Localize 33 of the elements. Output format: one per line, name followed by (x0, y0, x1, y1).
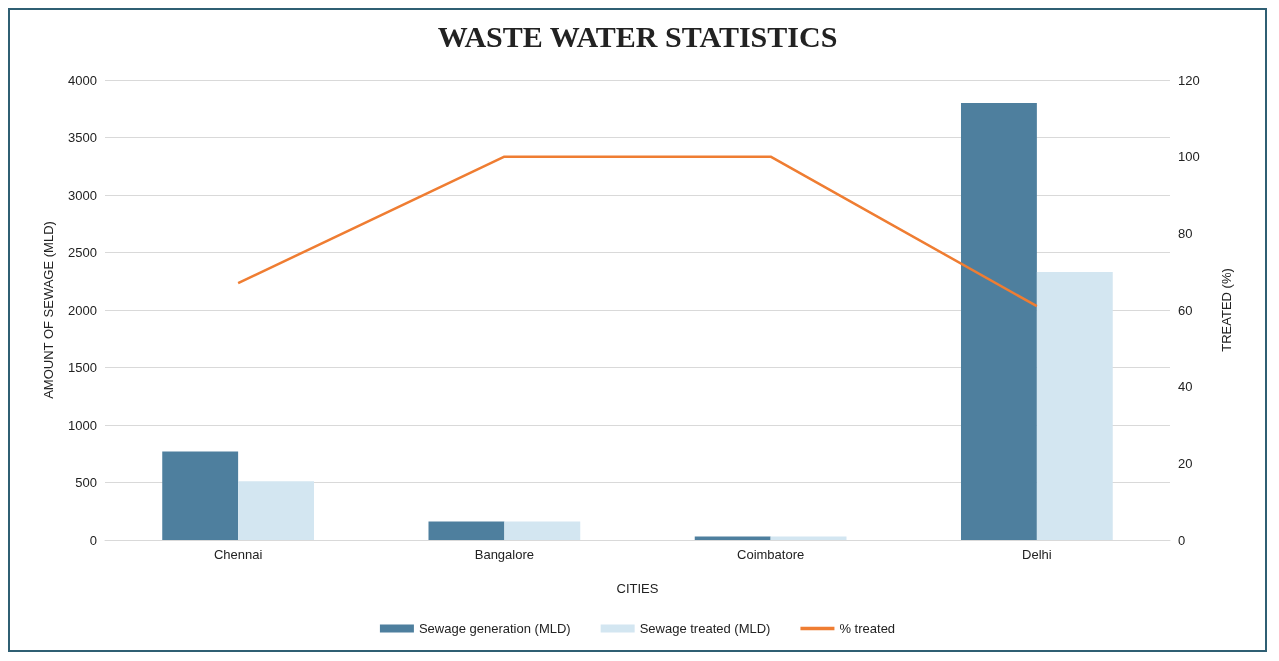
x-tick-label: Bangalore (474, 547, 535, 562)
y-axis-title: AMOUNT OF SEWAGE (MLD) (41, 221, 56, 399)
legend-label: Sewage treated (MLD) (639, 621, 771, 636)
y2-axis-title: TREATED (%) (1219, 268, 1234, 352)
y-tick-label: 3000 (68, 187, 97, 203)
y2-tick-label: 120 (1178, 72, 1200, 88)
y-tick-label: 0 (89, 532, 97, 548)
y-tick-label: 1500 (68, 360, 97, 375)
legend-label: % treated (839, 621, 896, 636)
x-tick-label: Chennai (213, 547, 263, 562)
y-tick-label: 1000 (68, 417, 97, 433)
y2-tick-label: 20 (1178, 455, 1193, 471)
bar (504, 521, 581, 540)
y2-tick-label: 80 (1178, 225, 1193, 241)
chart-title: WASTE WATER STATISTICS (437, 19, 838, 53)
bar (1036, 272, 1113, 540)
y-tick-label: 3500 (68, 130, 97, 145)
y-tick-label: 2000 (68, 302, 97, 318)
y-tick-label: 500 (75, 475, 97, 490)
bar (238, 481, 315, 540)
bar (960, 103, 1037, 540)
y2-tick-label: 100 (1178, 149, 1200, 165)
x-tick-label: Coimbatore (737, 547, 805, 562)
bar (162, 451, 239, 540)
y2-tick-label: 0 (1178, 532, 1186, 548)
x-tick-label: Delhi (1022, 547, 1052, 562)
x-axis-title: CITIES (616, 581, 659, 596)
y2-tick-label: 60 (1178, 302, 1193, 318)
y-tick-label: 4000 (68, 72, 97, 88)
bar (428, 521, 505, 540)
y-tick-label: 2500 (68, 245, 97, 260)
legend-label: Sewage generation (MLD) (418, 621, 571, 636)
y2-tick-label: 40 (1178, 379, 1193, 395)
